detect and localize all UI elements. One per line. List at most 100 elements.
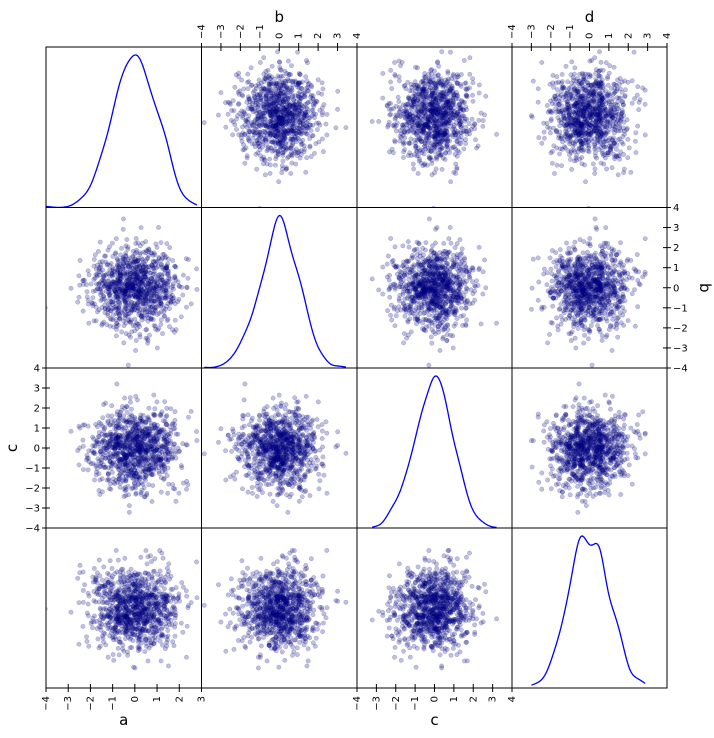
scatter-point [77,295,81,299]
scatter-point [420,326,424,330]
scatter-point [422,290,426,294]
scatter-point [277,60,281,64]
scatter-point [69,286,73,290]
scatter-point [570,60,574,64]
scatter-point [304,58,308,62]
scatter-point [387,120,391,124]
scatter-point [422,304,426,308]
scatter-point [263,129,267,133]
scatter-point [233,85,237,89]
scatter-point [289,146,293,150]
scatter-point [549,110,553,114]
scatter-point [412,248,416,252]
scatter-point [159,318,163,322]
scatter-point [392,60,396,64]
scatter-point [470,93,474,97]
scatter-point [370,277,374,281]
scatter-point [594,87,598,91]
scatter-point [446,71,450,75]
scatter-point [299,130,303,134]
scatter-point [465,94,469,98]
scatter-point [81,279,85,283]
scatter-point [241,113,245,117]
scatter-point [559,164,563,168]
scatter-point [553,94,557,98]
scatter-point [440,320,444,324]
scatter-point [626,155,630,159]
scatter-point [560,79,564,83]
scatter-point [413,285,417,289]
scatter-point [441,133,445,137]
scatter-point [599,79,603,83]
scatter-point [280,143,284,147]
scatter-point [145,341,149,345]
scatter-point [280,79,284,83]
scatter-point [548,131,552,135]
scatter-point [177,297,181,301]
scatter-point [270,149,274,153]
scatter-point [620,90,624,94]
scatter-point [616,173,620,177]
scatter-point [433,241,437,245]
scatter-point [447,288,451,292]
scatter-point [581,86,585,90]
scatter-point [320,137,324,141]
scatter-point [250,83,254,87]
scatter-point [560,147,564,151]
scatter-point [622,167,626,171]
scatter-point [126,245,130,249]
scatter-point [39,272,43,276]
scatter-point [467,86,471,90]
scatter-point [455,129,459,133]
scatter-point [635,124,639,128]
scatter-point [573,66,577,70]
scatter-point [591,110,595,114]
scatter-point [289,171,293,175]
scatter-point [427,217,431,221]
scatter-point [584,119,588,123]
scatter-point [477,266,481,270]
scatter-point [168,245,172,249]
scatter-point [114,334,118,338]
scatter-point [473,289,477,293]
scatter-point [144,289,148,293]
scatter-point [311,123,315,127]
panel-frame [202,208,358,369]
scatter-point [263,110,267,114]
scatter-point [565,89,569,93]
scatter-point [599,130,603,134]
scatter-point [531,79,535,83]
scatter-point [432,170,436,174]
scatter-point [258,206,262,210]
scatter-point [235,114,239,118]
scatter-point [168,290,172,294]
scatter-point [246,136,250,140]
scatter-point [219,90,223,94]
scatter-point [389,303,393,307]
scatter-point [275,139,279,143]
scatter-point [173,318,177,322]
scatter-point [393,74,397,78]
scatter-point [413,65,417,69]
scatter-point [403,314,407,318]
scatter-point [257,78,261,82]
scatter-point [569,150,573,154]
scatter-point [236,102,240,106]
scatter-point [305,101,309,105]
scatter-point [98,293,102,297]
scatter-point [276,179,280,183]
scatter-point [138,252,142,256]
scatter-point [126,363,130,367]
scatter-point [418,280,422,284]
scatter-point [401,155,405,159]
scatter-point [618,96,622,100]
scatter-point [588,59,592,63]
scatter-point [171,258,175,262]
scatter-point [421,246,425,250]
scatter-point [464,266,468,270]
scatter-point [571,116,575,120]
scatter-point [403,270,407,274]
scatter-point [385,308,389,312]
scatter-point [445,322,449,326]
scatter-point [447,236,451,240]
